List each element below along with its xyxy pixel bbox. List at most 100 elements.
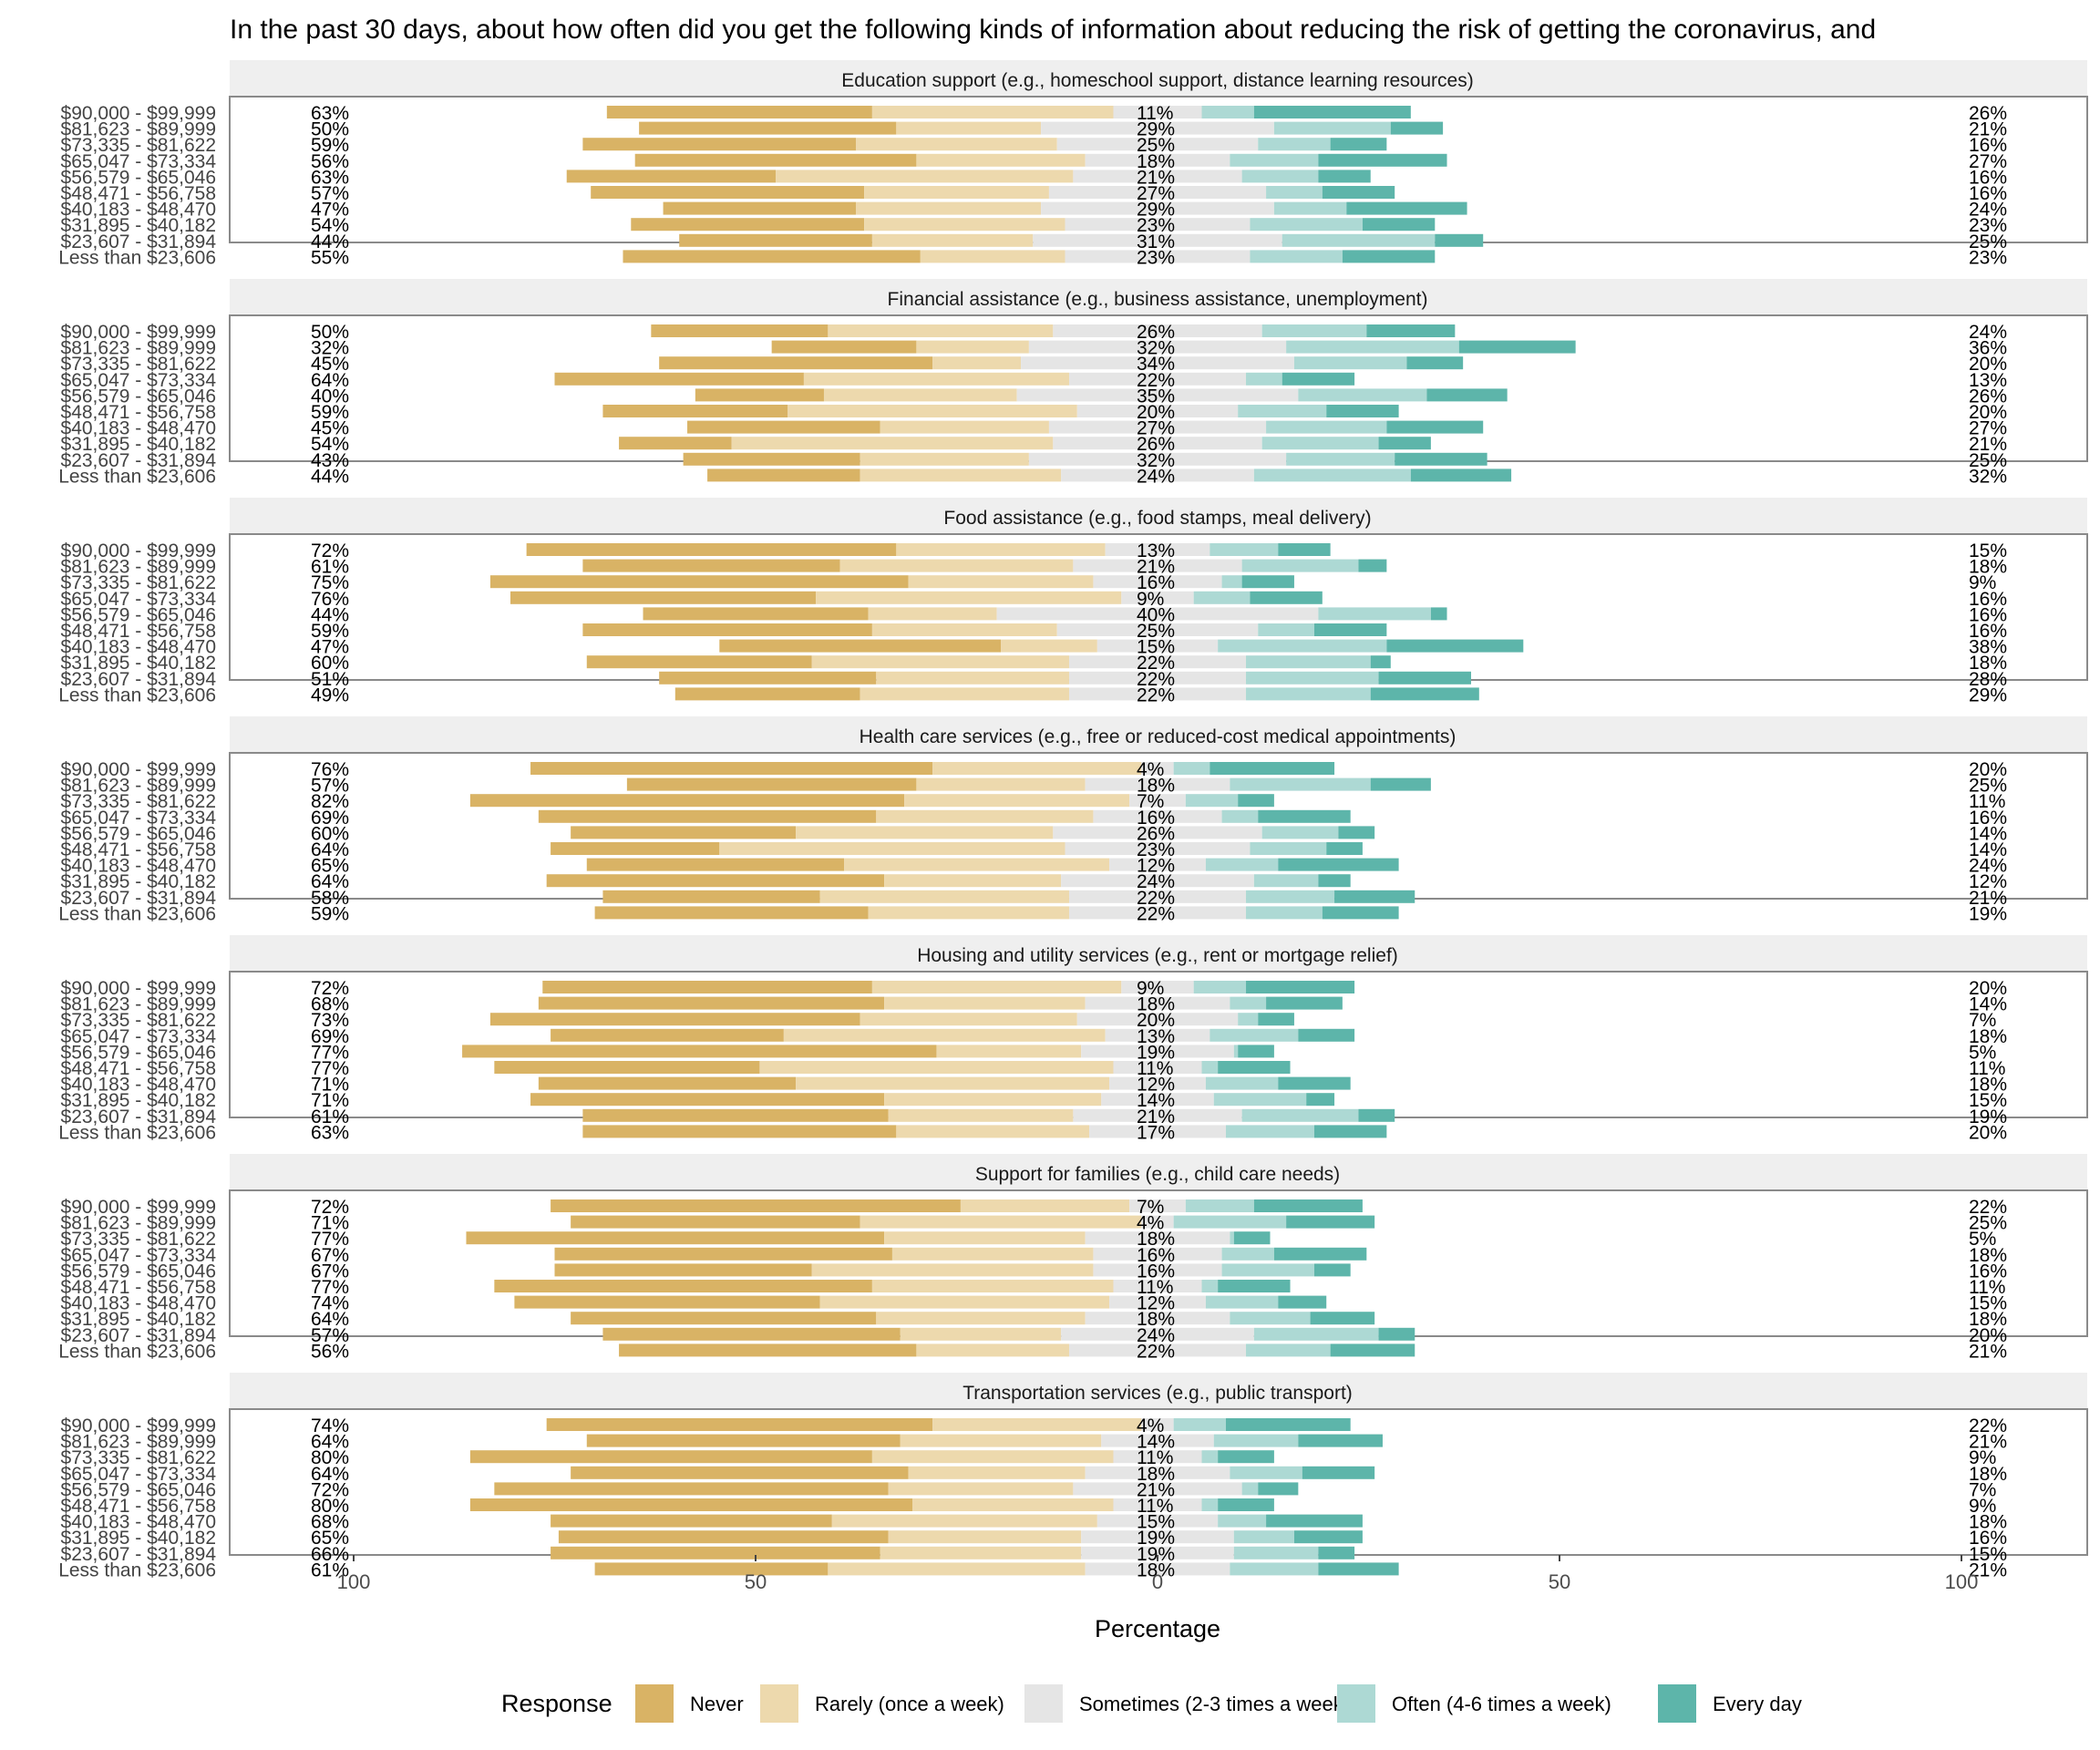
bar-every-day (1378, 1327, 1415, 1341)
label-negative: 61% (311, 1107, 349, 1127)
label-positive: 24% (1969, 322, 2007, 343)
bar-often (1258, 138, 1331, 151)
bar-every-day (1318, 1562, 1399, 1576)
bar-rarely (896, 1125, 1090, 1138)
bar-every-day (1386, 639, 1524, 653)
label-positive: 20% (1969, 354, 2007, 375)
bar-rarely (916, 1343, 1069, 1357)
label-negative: 80% (311, 1447, 349, 1468)
bar-often (1246, 372, 1282, 386)
bar-often (1253, 1327, 1379, 1341)
bar-never (469, 1498, 912, 1511)
label-neutral: 26% (1137, 823, 1175, 844)
bar-sometimes (1056, 138, 1259, 151)
bar-never (514, 1295, 820, 1309)
category-label: $73,335 - $81,622 (61, 791, 216, 812)
label-negative: 65% (311, 856, 349, 877)
bar-rarely (871, 233, 1034, 247)
label-negative: 56% (311, 1341, 349, 1362)
bar-never (687, 420, 880, 434)
bar-sometimes (1061, 1327, 1254, 1341)
category-label: $31,895 - $40,182 (61, 871, 216, 892)
label-neutral: 18% (1137, 151, 1175, 172)
bar-often (1205, 1295, 1279, 1309)
category-label: $56,579 - $65,046 (61, 1042, 216, 1063)
bar-often (1318, 607, 1431, 621)
bar-rarely (884, 1231, 1086, 1245)
label-positive: 24% (1969, 200, 2007, 221)
bar-never (551, 1514, 832, 1528)
bar-often (1246, 655, 1371, 669)
label-positive: 26% (1969, 103, 2007, 124)
label-positive: 20% (1969, 1325, 2007, 1346)
bar-sometimes (1121, 981, 1194, 993)
bar-often (1201, 1498, 1219, 1511)
bar-every-day (1298, 1434, 1383, 1447)
bar-often (1230, 153, 1319, 167)
bar-often (1230, 1562, 1319, 1576)
label-neutral: 16% (1137, 808, 1175, 829)
label-negative: 67% (311, 1261, 349, 1282)
bar-often (1253, 874, 1319, 888)
bar-never (631, 218, 865, 232)
label-positive: 11% (1969, 1058, 2005, 1079)
chart-title: In the past 30 days, about how often did… (230, 15, 1876, 45)
x-tick-label: 50 (1549, 1570, 1570, 1593)
category-label: $90,000 - $99,999 (61, 1415, 216, 1436)
bar-sometimes (1093, 1263, 1222, 1277)
bar-rarely (896, 543, 1106, 556)
bar-never (554, 1247, 892, 1261)
bar-sometimes (1085, 1312, 1230, 1325)
legend-swatch (1658, 1684, 1696, 1723)
bar-every-day (1282, 372, 1355, 386)
label-negative: 72% (311, 978, 349, 999)
label-negative: 67% (311, 1245, 349, 1266)
bar-often (1246, 890, 1335, 903)
label-positive: 16% (1969, 621, 2007, 642)
bar-rarely (788, 405, 1077, 417)
bar-rarely (911, 1498, 1114, 1511)
bar-never (674, 687, 860, 701)
category-label: $48,471 - $56,758 (61, 1058, 216, 1079)
bar-often (1261, 437, 1379, 450)
bar-every-day (1218, 1280, 1291, 1292)
bar-sometimes (1105, 1028, 1210, 1042)
bar-never (602, 405, 788, 417)
label-positive: 15% (1969, 1090, 2007, 1111)
label-neutral: 29% (1137, 200, 1175, 221)
category-label: $90,000 - $99,999 (61, 540, 216, 561)
bar-never (542, 981, 872, 993)
bar-often (1201, 1450, 1219, 1464)
label-neutral: 31% (1137, 232, 1175, 252)
bar-never (659, 671, 877, 685)
bar-rarely (796, 1076, 1110, 1090)
category-label: $73,335 - $81,622 (61, 135, 216, 156)
label-neutral: 16% (1137, 1261, 1175, 1282)
category-label: $81,623 - $89,999 (61, 557, 216, 578)
label-neutral: 12% (1137, 856, 1175, 877)
category-label: Less than $23,606 (58, 903, 216, 924)
bar-rarely (803, 372, 1069, 386)
bar-never (462, 1045, 937, 1058)
category-label: $23,607 - $31,894 (61, 1544, 217, 1565)
label-negative: 64% (311, 370, 349, 391)
bar-sometimes (1101, 1093, 1214, 1107)
category-label: $23,607 - $31,894 (61, 232, 217, 252)
category-label: $23,607 - $31,894 (61, 1107, 217, 1127)
bar-rarely (916, 153, 1086, 167)
bar-rarely (719, 842, 1065, 855)
category-label: $65,047 - $73,334 (61, 1464, 217, 1485)
label-positive: 23% (1969, 247, 2007, 268)
bar-rarely (876, 1312, 1086, 1325)
bar-never (619, 437, 732, 450)
label-neutral: 11% (1137, 1447, 1173, 1468)
category-label: $23,607 - $31,894 (61, 888, 217, 909)
category-label: $23,607 - $31,894 (61, 450, 217, 471)
bar-rarely (856, 201, 1042, 215)
label-neutral: 18% (1137, 1229, 1175, 1250)
legend-label: Sometimes (2-3 times a week) (1079, 1693, 1350, 1715)
label-positive: 9% (1969, 1496, 1996, 1517)
label-negative: 66% (311, 1544, 349, 1565)
label-positive: 14% (1969, 839, 2007, 860)
bar-rarely (932, 356, 1022, 370)
